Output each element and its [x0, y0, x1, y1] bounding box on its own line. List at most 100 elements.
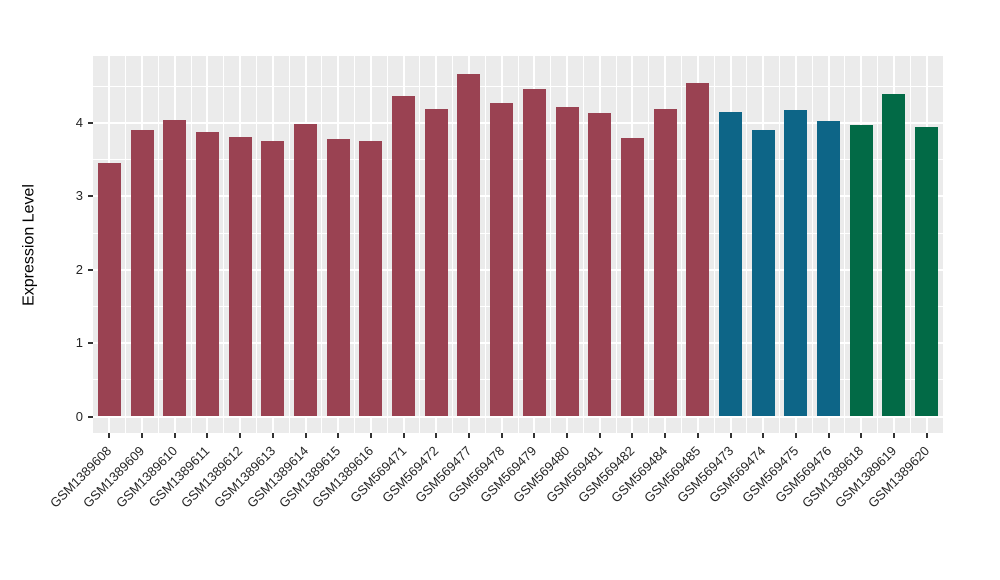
y-axis-title: Expression Level — [20, 184, 38, 306]
x-tick-mark — [173, 433, 176, 438]
v-minor-gridline — [157, 56, 159, 433]
y-tick-label: 4 — [75, 114, 83, 130]
v-minor-gridline — [550, 56, 552, 433]
bar-GSM569484 — [653, 108, 677, 417]
y-tick-mark — [88, 268, 93, 271]
v-minor-gridline — [288, 56, 290, 433]
h-major-gridline — [93, 268, 943, 271]
y-tick-label: 2 — [75, 261, 83, 277]
h-major-gridline — [93, 195, 943, 198]
v-minor-gridline — [680, 56, 682, 433]
x-tick-mark — [598, 433, 601, 438]
x-tick-mark — [533, 433, 536, 438]
bar-GSM1389619 — [882, 94, 906, 417]
x-tick-mark — [729, 433, 732, 438]
plot-panel — [93, 56, 943, 433]
bar-GSM569477 — [457, 73, 481, 417]
v-minor-gridline — [844, 56, 846, 433]
bar-GSM1389611 — [195, 131, 219, 417]
x-tick-mark — [402, 433, 405, 438]
h-major-gridline — [93, 342, 943, 345]
x-tick-mark — [696, 433, 699, 438]
h-major-gridline — [93, 415, 943, 418]
h-minor-gridline — [93, 305, 943, 307]
h-minor-gridline — [93, 232, 943, 234]
x-tick-mark — [762, 433, 765, 438]
v-minor-gridline — [648, 56, 650, 433]
v-minor-gridline — [877, 56, 879, 433]
bar-GSM569471 — [392, 95, 416, 417]
v-minor-gridline — [386, 56, 388, 433]
v-minor-gridline — [615, 56, 617, 433]
bar-GSM569472 — [424, 108, 448, 417]
v-minor-gridline — [125, 56, 127, 433]
bar-GSM1389610 — [163, 119, 187, 417]
v-minor-gridline — [746, 56, 748, 433]
bar-GSM569476 — [817, 120, 841, 417]
h-minor-gridline — [93, 379, 943, 381]
y-tick-mark — [88, 195, 93, 198]
y-tick-label: 3 — [75, 188, 83, 204]
y-tick-label: 1 — [75, 335, 83, 351]
h-major-gridline — [93, 121, 943, 124]
y-tick-mark — [88, 121, 93, 124]
bar-GSM569473 — [719, 111, 742, 417]
x-tick-mark — [337, 433, 340, 438]
bar-GSM1389614 — [294, 123, 317, 417]
x-tick-mark — [239, 433, 242, 438]
x-tick-mark — [108, 433, 111, 438]
x-tick-mark — [892, 433, 895, 438]
y-tick-mark — [88, 415, 93, 418]
x-tick-mark — [369, 433, 372, 438]
x-tick-mark — [141, 433, 144, 438]
v-minor-gridline — [354, 56, 356, 433]
v-minor-gridline — [255, 56, 257, 433]
bar-GSM1389613 — [261, 140, 285, 417]
bar-GSM569478 — [490, 103, 514, 417]
bar-GSM1389609 — [130, 129, 154, 417]
v-minor-gridline — [811, 56, 813, 433]
v-minor-gridline — [484, 56, 486, 433]
bar-GSM1389620 — [915, 127, 939, 417]
v-minor-gridline — [223, 56, 225, 433]
bar-GSM569474 — [751, 130, 775, 417]
bar-GSM1389615 — [326, 139, 350, 417]
y-tick-label: 0 — [75, 408, 83, 424]
v-minor-gridline — [779, 56, 781, 433]
h-minor-gridline — [93, 159, 943, 161]
v-minor-gridline — [452, 56, 454, 433]
x-tick-mark — [467, 433, 470, 438]
v-minor-gridline — [713, 56, 715, 433]
x-tick-mark — [925, 433, 928, 438]
bar-GSM1389608 — [97, 163, 121, 417]
v-minor-gridline — [419, 56, 421, 433]
v-minor-gridline — [582, 56, 584, 433]
bar-GSM569481 — [588, 113, 612, 417]
x-tick-mark — [206, 433, 209, 438]
bar-GSM1389616 — [359, 140, 383, 417]
bar-GSM1389612 — [228, 136, 252, 417]
x-tick-mark — [860, 433, 863, 438]
bar-GSM569485 — [686, 83, 710, 417]
bar-GSM1389618 — [849, 125, 873, 417]
bar-GSM569479 — [522, 89, 546, 417]
v-minor-gridline — [909, 56, 911, 433]
v-minor-gridline — [321, 56, 323, 433]
y-tick-mark — [88, 342, 93, 345]
x-tick-mark — [631, 433, 634, 438]
x-tick-mark — [435, 433, 438, 438]
v-minor-gridline — [517, 56, 519, 433]
bar-GSM569475 — [784, 110, 808, 417]
x-tick-mark — [271, 433, 274, 438]
x-tick-mark — [566, 433, 569, 438]
x-tick-mark — [827, 433, 830, 438]
bar-GSM569480 — [555, 106, 579, 417]
x-tick-mark — [794, 433, 797, 438]
x-tick-mark — [304, 433, 307, 438]
v-minor-gridline — [190, 56, 192, 433]
x-tick-mark — [500, 433, 503, 438]
h-minor-gridline — [93, 85, 943, 87]
x-tick-mark — [664, 433, 667, 438]
bar-GSM569482 — [620, 137, 644, 417]
